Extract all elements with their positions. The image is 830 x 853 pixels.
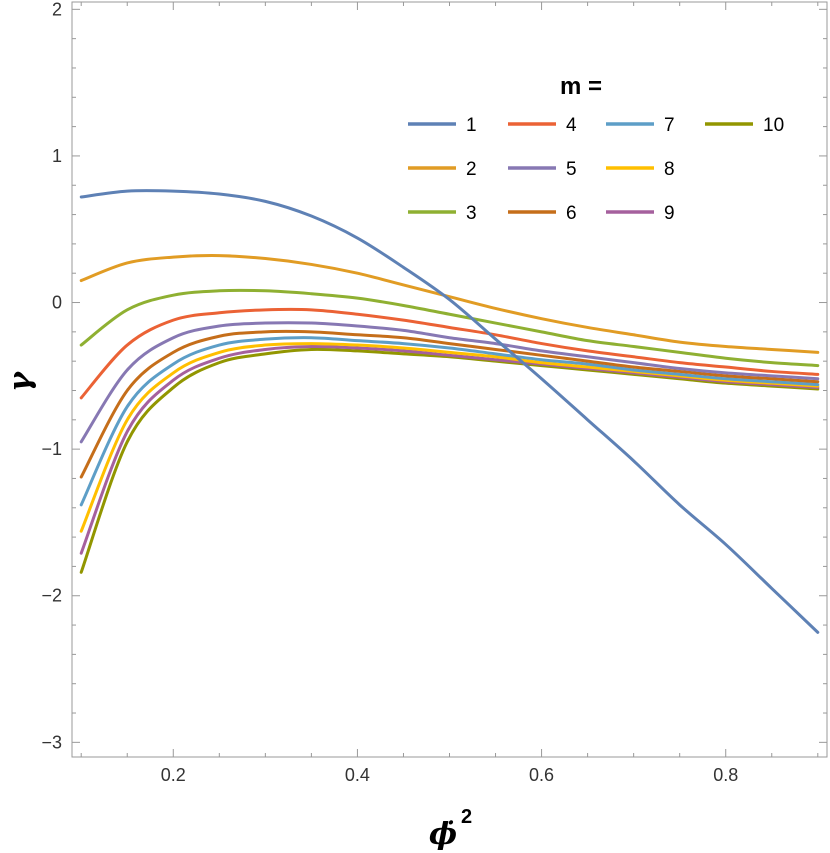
legend-label-m-2: 2 [466,159,477,180]
y-tick-label: −1 [41,439,62,459]
series-line-m-6 [79,329,820,479]
y-tick-label: 0 [52,293,62,313]
legend-label-m-5: 5 [566,159,577,180]
series-line-m-1 [79,189,820,634]
x-axis-label: ϕ̇ [429,817,457,852]
x-tick-label: 0.6 [529,765,554,785]
series-line-m-7 [79,336,820,507]
y-tick-label: −3 [41,732,62,752]
legend-label-m-6: 6 [566,203,577,224]
legend-label-m-4: 4 [566,115,577,136]
y-tick-label: −2 [41,586,62,606]
x-axis-label-exponent: 2 [461,806,472,828]
data-series [79,189,820,634]
series-line-m-3 [79,288,820,368]
legend-label-m-9: 9 [664,203,675,224]
x-tick-label: 0.8 [713,765,738,785]
legend-title: m = [560,73,602,100]
legend-label-m-1: 1 [466,115,477,136]
legend-label-m-7: 7 [664,115,675,136]
x-tick-label: 0.2 [161,765,186,785]
legend-label-m-3: 3 [466,203,477,224]
y-tick-label: 1 [52,146,62,166]
legend: 1 2 3 4 5 6 7 8 9 10 [408,115,784,224]
y-tick-label: 2 [52,0,62,19]
series-line-m-4 [79,307,820,400]
y-axis-label: γ [3,371,38,392]
series-line-m-10 [79,347,820,574]
legend-label-m-10: 10 [763,115,784,136]
y-axis-ticks: −3 −2 −1 0 1 2 [41,0,827,752]
series-line-m-5 [79,321,820,444]
x-tick-label: 0.4 [345,765,370,785]
x-axis-ticks: 0.2 0.4 0.6 0.8 [80,2,819,785]
legend-label-m-8: 8 [664,159,675,180]
series-line-m-2 [79,254,820,354]
